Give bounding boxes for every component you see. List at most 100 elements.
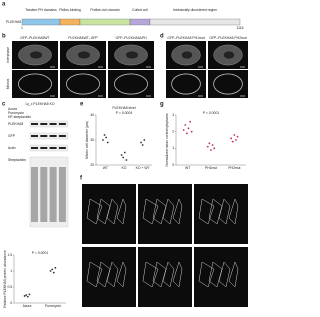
- band: [58, 167, 66, 222]
- condition-label: HF-streptavidin: [8, 115, 31, 119]
- band: [40, 167, 48, 222]
- data-point: [235, 139, 237, 141]
- data-point: [213, 147, 216, 150]
- y-tick-label: 40: [90, 113, 94, 117]
- annotation: P = 0.0004: [116, 111, 133, 115]
- micrograph: [166, 70, 206, 98]
- band: [58, 135, 66, 137]
- y-tick-label: 0: [10, 301, 12, 305]
- x-tick-label: Azura: [23, 304, 32, 308]
- micrograph: [82, 247, 136, 307]
- cell-outline: [172, 261, 183, 288]
- data-point: [143, 139, 146, 141]
- data-point: [125, 159, 128, 161]
- cell: [171, 73, 201, 95]
- domain-label: Coiled coil: [132, 8, 148, 12]
- micrograph: [208, 70, 248, 98]
- panel-letter: d: [160, 34, 164, 40]
- cell-outline: [228, 198, 239, 225]
- band-label: GFP: [8, 134, 16, 138]
- cell-outline: [152, 261, 167, 288]
- data-point: [182, 129, 185, 131]
- band-label: Actin: [8, 146, 16, 150]
- cell-outline: [106, 261, 119, 288]
- data-point: [120, 154, 123, 156]
- x-tick-label: WT: [103, 166, 108, 170]
- y-tick-label: 30: [90, 138, 94, 142]
- cell-outline: [218, 261, 231, 288]
- micrograph: [194, 247, 248, 307]
- x-tick-label: PH1mut: [205, 166, 217, 170]
- data-point: [25, 294, 28, 296]
- data-point: [210, 149, 212, 151]
- y-tick-label: 0.5: [7, 285, 12, 289]
- band-label: Streptavidin: [8, 158, 26, 162]
- cell: [213, 73, 243, 95]
- y-tick-label: 1: [10, 269, 12, 273]
- cell-outline: [116, 261, 127, 288]
- band: [58, 123, 66, 125]
- data-point: [140, 141, 142, 144]
- data-point: [185, 132, 188, 135]
- condition-label: Puromycin: [8, 111, 24, 115]
- blot: [29, 144, 69, 152]
- cell-outline: [152, 198, 167, 225]
- band: [40, 135, 48, 137]
- row-label: Mitosis: [6, 78, 10, 89]
- y-axis-label: Relative PLEKHA5 protein abundance: [3, 250, 7, 308]
- y-tick-label: 2: [172, 130, 174, 134]
- band: [49, 135, 57, 137]
- cell-outline: [228, 261, 239, 288]
- residue: 1: [21, 26, 23, 30]
- y-axis-label: Normalized mean cortex/cytoplasm: [165, 113, 169, 166]
- blot-header: Ly_c PLEKHA5 KO: [25, 102, 54, 106]
- band-label: PLEKHA5: [8, 122, 23, 126]
- nucleus: [30, 51, 42, 59]
- cell-outline: [86, 198, 103, 225]
- data-point: [122, 156, 125, 159]
- data-point: [23, 295, 26, 297]
- figure: a b c d e f g PLEKHA5 Tandem PH domains PtdIns bi…: [2, 2, 248, 308]
- data-point: [106, 141, 109, 144]
- nucleus: [126, 51, 138, 59]
- micrograph: [82, 184, 136, 244]
- chart-title: PLEKHA5 level: [112, 106, 135, 110]
- y-tick-label: 20: [90, 163, 94, 167]
- panel-letter: g: [160, 102, 164, 108]
- x-tick-label: PH2mut: [228, 166, 240, 170]
- domain-label: Tandem PH domains: [25, 8, 57, 12]
- y-tick-label: 0: [172, 163, 174, 167]
- data-point: [54, 266, 57, 269]
- panel-letter: c: [2, 102, 6, 108]
- nucleus: [223, 51, 235, 59]
- domain-label: Proline-rich domain: [90, 8, 119, 12]
- data-point: [236, 135, 239, 138]
- blot: [29, 132, 69, 140]
- data-point: [28, 293, 31, 296]
- y-axis-label: Mitotic cell diameter (μm): [85, 121, 89, 159]
- data-point: [211, 144, 214, 146]
- data-point: [123, 151, 126, 154]
- data-point: [189, 120, 191, 123]
- cell-outline: [218, 198, 231, 225]
- micrograph: [60, 70, 106, 98]
- x-tick-label: KO + WT: [136, 166, 150, 170]
- cell-outline: [162, 261, 175, 288]
- row-label: Interphase: [6, 47, 10, 63]
- y-tick-label: 3: [172, 113, 174, 117]
- protein-name: PLEKHA5: [6, 20, 21, 24]
- band: [31, 123, 38, 125]
- micrograph: [12, 70, 58, 98]
- x-tick-label: KO: [122, 166, 127, 170]
- domain: [129, 18, 151, 26]
- cell: [18, 73, 52, 95]
- domain: [79, 18, 131, 26]
- nucleus: [78, 51, 90, 59]
- data-point: [208, 142, 211, 145]
- panel-letter: a: [2, 2, 6, 8]
- data-point: [230, 137, 233, 140]
- data-point: [51, 268, 54, 271]
- domain-label: PtdIns binding: [59, 8, 81, 12]
- domain: [59, 18, 81, 26]
- band: [40, 123, 48, 125]
